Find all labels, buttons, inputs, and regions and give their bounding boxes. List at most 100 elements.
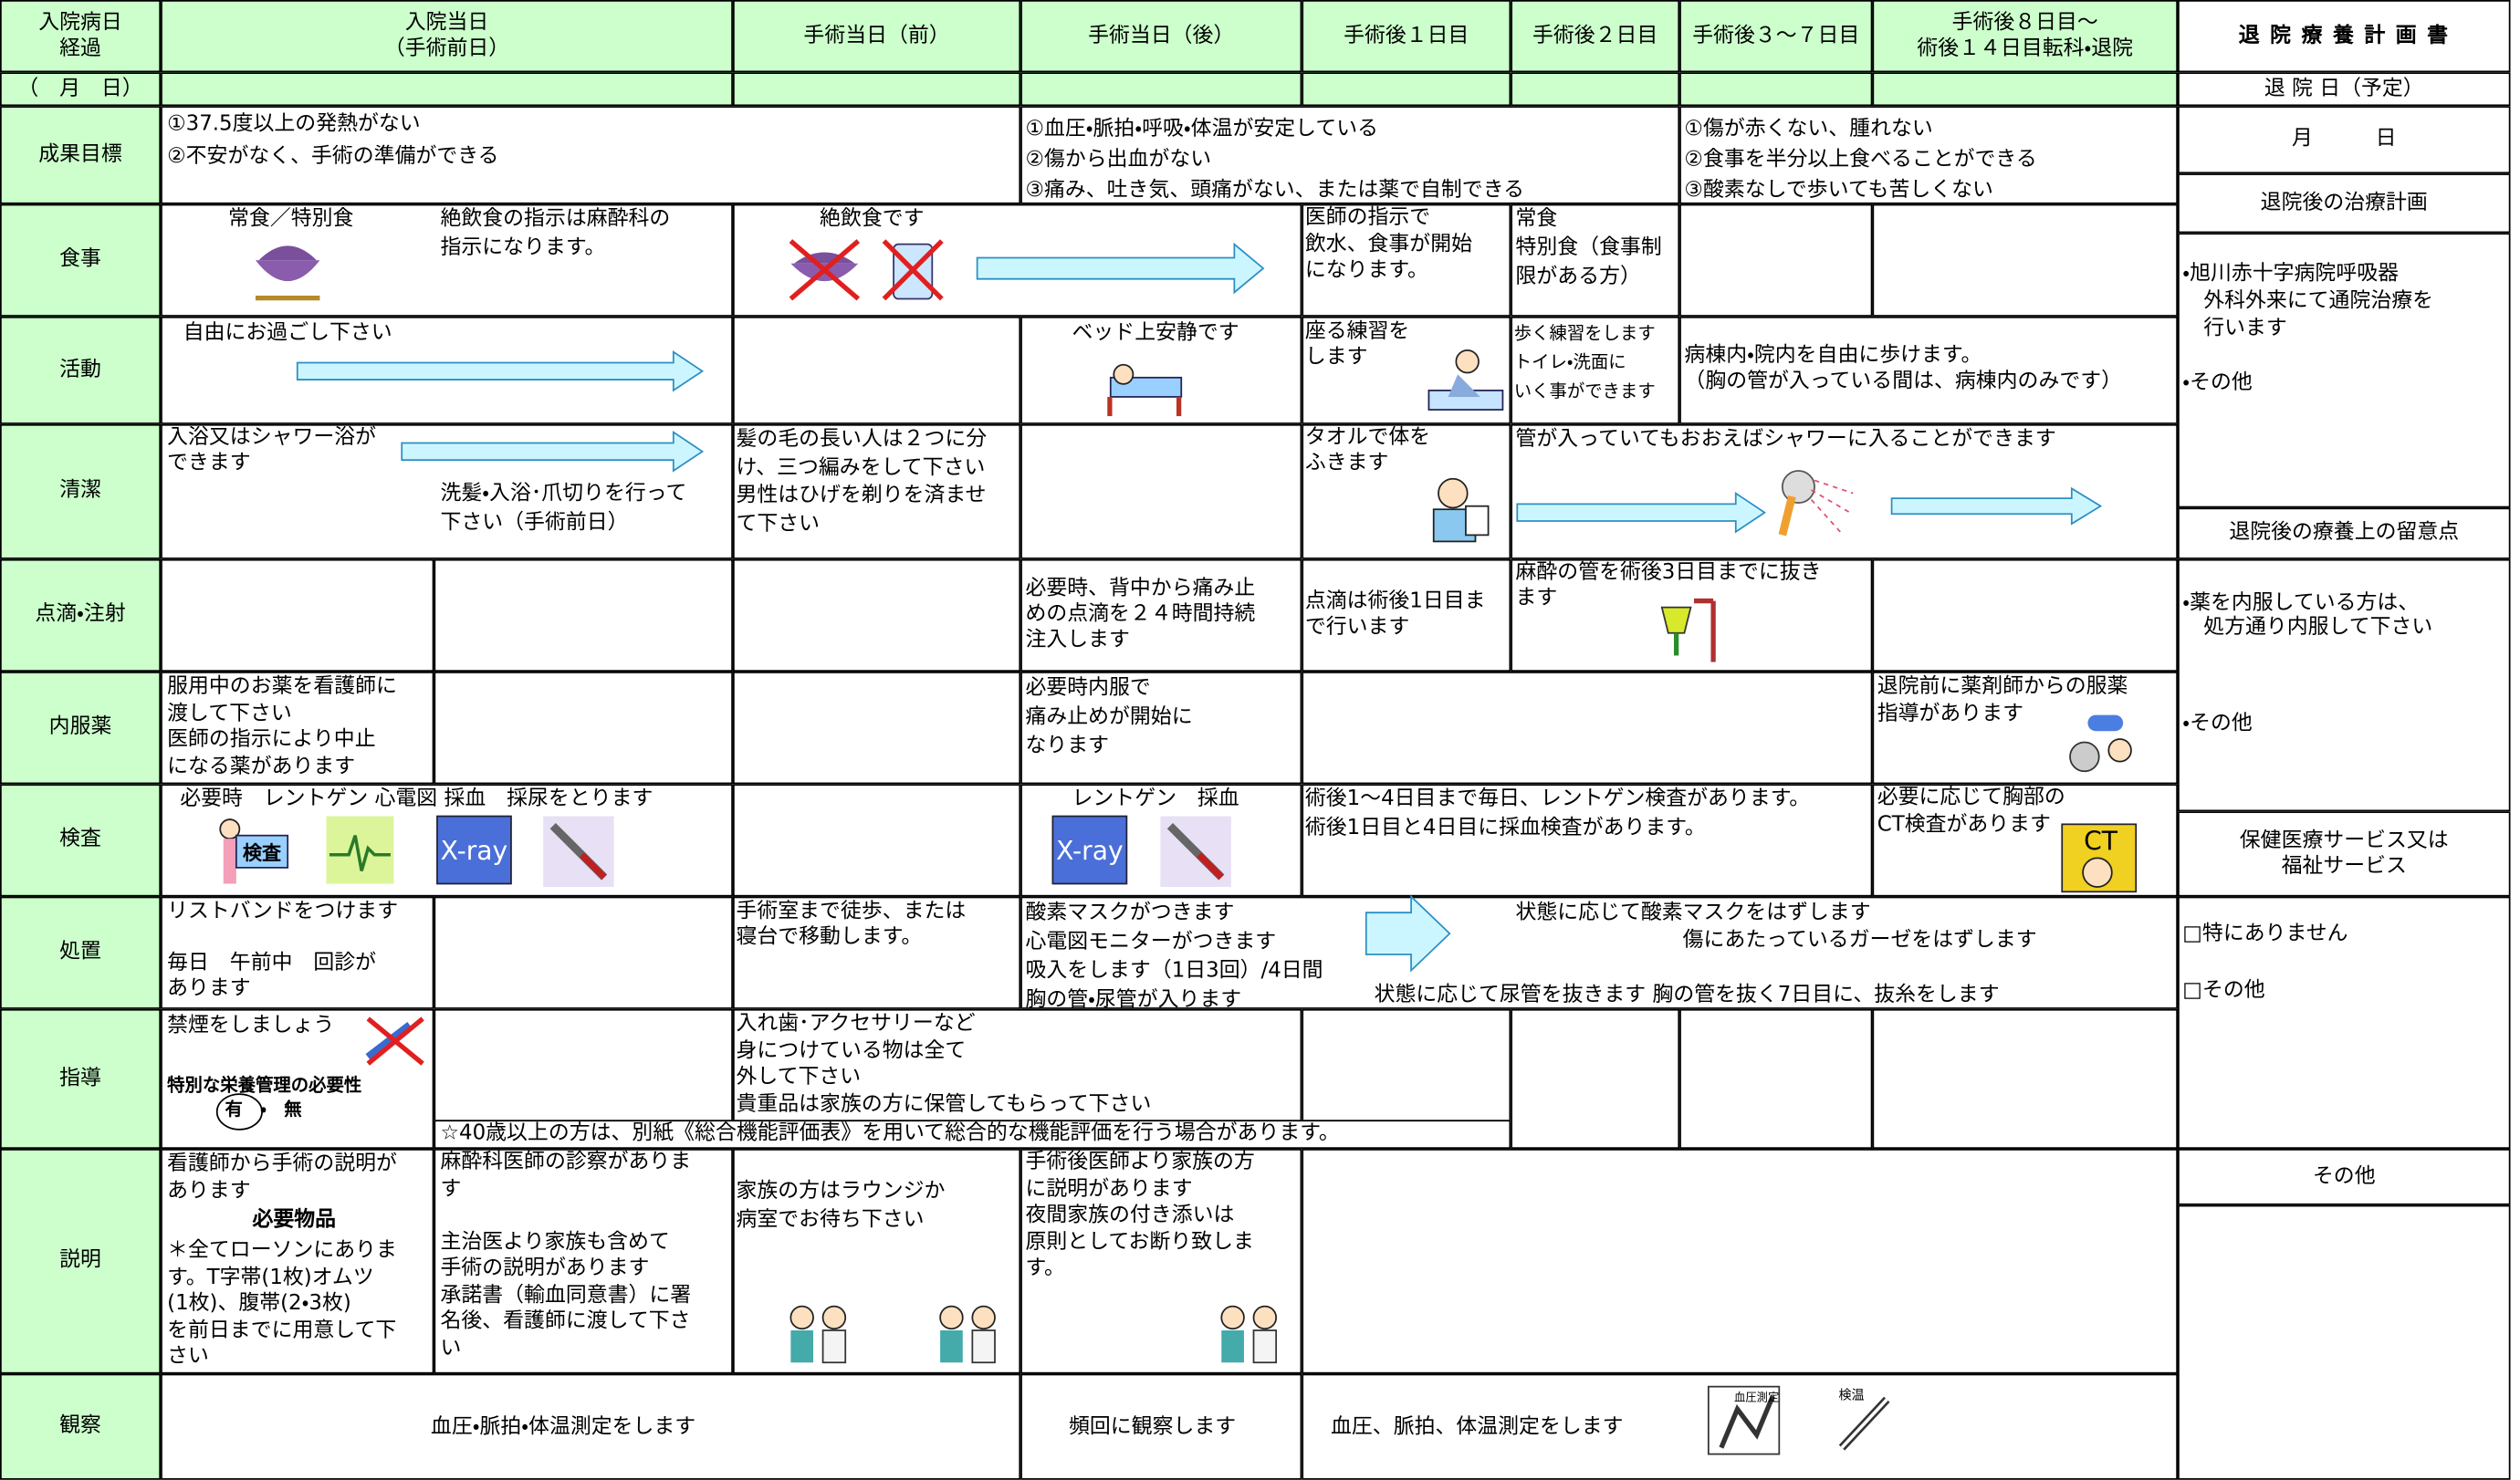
- side-cell: 月 日: [2178, 106, 2511, 174]
- icon-ecg: [326, 816, 394, 884]
- cell-text: ・薬を内服している方は、 処方通り内服して下さい ・その他: [2182, 591, 2433, 736]
- cell: [1020, 1373, 1302, 1480]
- side-cell: [2178, 558, 2511, 812]
- side-heading: 退院後の療養上の留意点: [2178, 507, 2511, 559]
- date-cell: [161, 72, 733, 107]
- date-cell: [1020, 72, 1302, 107]
- cell: [732, 784, 1021, 897]
- cell-text: 必要時、背中から痛み止 めの点滴を２４時間持続 注入します: [1025, 577, 1256, 652]
- side-heading: その他: [2178, 1149, 2511, 1205]
- icon-temp: 検温: [1838, 1389, 1890, 1451]
- circle-mark: [215, 1093, 263, 1131]
- column-header: 入院病日 経過: [0, 0, 162, 73]
- row-label: 成果目標: [0, 106, 162, 204]
- cell: [161, 1373, 1021, 1480]
- cell-text: 洗髪・入浴･爪切りを行って 下さい（手術前日）: [440, 482, 687, 536]
- cell: [1872, 672, 2179, 785]
- cell-text: 血圧・脈拍・体温測定をします: [430, 1415, 696, 1440]
- cell-text: 歩く練習をします トイレ・洗面に いく事ができます: [1513, 322, 1656, 402]
- row-label: 活動: [0, 316, 162, 424]
- cell-text: 入浴又はシャワー浴が できます: [167, 425, 377, 476]
- cell: [1511, 316, 1680, 424]
- cell: [1679, 316, 2179, 424]
- cell: [732, 423, 1021, 559]
- icon-syringe: [543, 816, 614, 888]
- icon-consult: [1220, 1305, 1278, 1364]
- row-label: 点滴・注射: [0, 558, 162, 672]
- cell: [1679, 1008, 1873, 1150]
- cell-text: 絶飲食です: [820, 207, 925, 232]
- cell: [434, 896, 733, 1009]
- cell: [434, 558, 733, 672]
- cell-text: 入れ歯･アクセサリーなど 身につけている物は全て 外して下さい 貴重品は家族の方…: [736, 1012, 1152, 1116]
- cell-text: 髪の毛の長い人は２つに分 け、三つ編みをして下さい 男性はひげを剃りを済ませ て…: [736, 427, 988, 537]
- column-header: 手術後３～７日目: [1679, 0, 1873, 73]
- column-header: 手術後２日目: [1511, 0, 1680, 73]
- side-cell: [2178, 896, 2511, 1150]
- date-cell: [1511, 72, 1680, 107]
- date-cell: [732, 72, 1021, 107]
- date-cell: （ 月 日）: [0, 72, 162, 107]
- cell: [1020, 672, 1302, 785]
- cell-text: 必要時 レントゲン 心電図 採血 採尿をとります: [180, 787, 654, 812]
- side-heading: 退 院 日（予定）: [2178, 72, 2511, 107]
- cell: [434, 1008, 733, 1122]
- cell-text: 必要に応じて胸部の CT検査があります: [1877, 786, 2065, 837]
- cell-text: 酸素マスクがつきます 心電図モニターがつきます 吸入をします（1日3回）/4日間…: [1025, 901, 1323, 1013]
- icon-no-food: [789, 239, 861, 301]
- icon-label: 血圧測定: [1734, 1391, 1779, 1404]
- column-header: 入院当日 （手術前日）: [161, 0, 733, 73]
- cell-text: ①血圧・脈拍・呼吸・体温が安定している ②傷から出血がない ③痛み、吐き気、頭痛…: [1025, 117, 1525, 203]
- icon-syringe: [1160, 816, 1231, 888]
- cell-text: 禁煙をしましょう: [167, 1014, 335, 1038]
- arrow: [976, 242, 1265, 295]
- icon-label: X-ray: [441, 836, 508, 866]
- cell-text: 有 ・ 無: [225, 1099, 302, 1120]
- column-header: 手術後１日目: [1302, 0, 1511, 73]
- cell: [1020, 316, 1302, 424]
- cell-text: 管が入っていてもおおえばシャワーに入ることができます: [1515, 427, 2056, 452]
- icon-shower: [1778, 470, 1854, 537]
- cell-text: 手術室まで徒歩、または 寝台で移動します。: [736, 900, 967, 950]
- cell: [161, 558, 434, 672]
- date-cell: [1872, 72, 2179, 107]
- cell-text: 服用中のお薬を看護師に 渡して下さい 医師の指示により中止 になる薬があります: [167, 674, 397, 779]
- cell-text: 座る練習を します: [1304, 319, 1410, 370]
- cell: [1511, 203, 1680, 317]
- side-heading: 保健医療サービス又は 福祉サービス: [2178, 811, 2511, 897]
- row-label: 食事: [0, 203, 162, 317]
- icon-ct: CT: [2061, 823, 2138, 893]
- column-header: 手術後８日目～ 術後１４日目転科・退院: [1872, 0, 2179, 73]
- cell: [1302, 784, 1873, 897]
- cell-text: 必要物品: [252, 1208, 337, 1233]
- cell: [1302, 1008, 1511, 1122]
- cell-text: 特別な栄養管理の必要性: [167, 1075, 362, 1096]
- cell-text: ①傷が赤くない、腫れない ②食事を半分以上食べることができる ③酸素なしで歩いて…: [1684, 117, 2037, 203]
- cell-text: 必要時内服で 痛み止めが開始に なります: [1025, 676, 1193, 759]
- cell: [732, 672, 1021, 785]
- cell: [1020, 896, 2179, 1009]
- side-cell: [2178, 233, 2511, 508]
- icon-xray: X-ray: [1051, 815, 1128, 885]
- row-label: 検査: [0, 784, 162, 897]
- column-header: 手術当日（前）: [732, 0, 1021, 73]
- side-heading: 退院後の治療計画: [2178, 173, 2511, 234]
- cell-text: 絶飲食の指示は麻酔科の 指示になります。: [440, 207, 671, 260]
- icon-bed: [1107, 363, 1183, 417]
- icon-exam: 検査: [219, 818, 289, 884]
- cell: [732, 558, 1021, 672]
- side-cell: [2178, 1204, 2511, 1480]
- cell-text: 病棟内・院内を自由に歩けます。 （胸の管が入っている間は、病棟内のみです）: [1684, 343, 2123, 394]
- icon-pill: [2069, 714, 2132, 773]
- cell: [1872, 1008, 2179, 1150]
- icon-consult: [789, 1305, 847, 1364]
- cell-text: 麻酔の管を術後3日目までに抜き ます: [1515, 560, 1822, 611]
- cell: [1302, 558, 1511, 672]
- cell-text: ＊全てローソンにありま す。T字帯(1枚)オムツ (1枚)、腹帯(2・3枚) を…: [167, 1238, 397, 1370]
- cell-text: ベッド上安静です: [1072, 321, 1239, 346]
- arrow: [401, 431, 705, 473]
- icon-no-smoking: [365, 1016, 424, 1066]
- cell: [434, 1120, 1511, 1150]
- cell-text: 傷にあたっているガーゼをはずします: [1682, 928, 2037, 954]
